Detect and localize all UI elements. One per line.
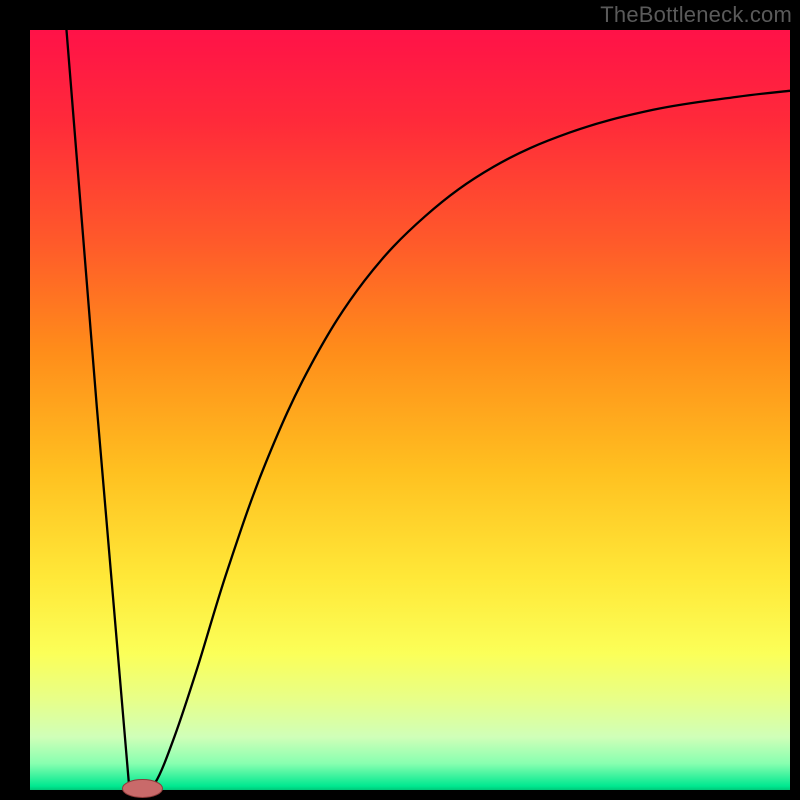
watermark-text: TheBottleneck.com [600, 2, 792, 28]
chart-container: { "watermark": "TheBottleneck.com", "can… [0, 0, 800, 800]
optimal-point-marker [122, 779, 162, 797]
bottleneck-chart [0, 0, 800, 800]
gradient-background [30, 30, 790, 790]
